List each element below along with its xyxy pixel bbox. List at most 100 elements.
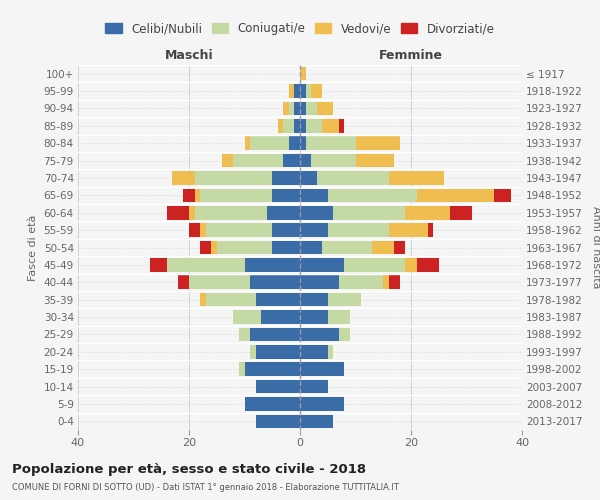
Bar (305, 102, 317, 115)
Bar (272, 240, 300, 254)
Bar (494, 188, 511, 202)
Bar (305, 84, 311, 98)
Bar (300, 224, 328, 237)
Bar (222, 154, 233, 168)
Bar (389, 171, 444, 185)
Bar (300, 310, 328, 324)
Bar (245, 136, 250, 150)
Bar (167, 206, 189, 220)
Bar (416, 188, 494, 202)
Bar (300, 67, 305, 80)
Bar (172, 171, 194, 185)
Bar (295, 102, 300, 115)
Bar (245, 362, 300, 376)
Bar (250, 276, 300, 289)
Bar (328, 345, 334, 358)
Bar (300, 362, 344, 376)
Bar (300, 119, 305, 132)
Bar (211, 240, 217, 254)
Bar (317, 102, 334, 115)
Bar (406, 206, 450, 220)
Bar (322, 240, 372, 254)
Bar (300, 380, 328, 394)
Bar (184, 188, 194, 202)
Bar (200, 293, 206, 306)
Bar (245, 258, 300, 272)
Bar (189, 276, 250, 289)
Bar (300, 397, 344, 410)
Bar (206, 224, 272, 237)
Bar (322, 119, 339, 132)
Bar (300, 171, 317, 185)
Bar (256, 380, 300, 394)
Bar (328, 224, 389, 237)
Legend: Celibi/Nubili, Coniugati/e, Vedovi/e, Divorziati/e: Celibi/Nubili, Coniugati/e, Vedovi/e, Di… (103, 20, 497, 38)
Bar (300, 240, 322, 254)
Bar (450, 206, 472, 220)
Bar (328, 310, 350, 324)
Bar (200, 224, 206, 237)
Bar (272, 171, 300, 185)
Bar (295, 84, 300, 98)
Bar (245, 397, 300, 410)
Bar (394, 240, 406, 254)
Y-axis label: Fasce di età: Fasce di età (28, 214, 38, 280)
Bar (300, 258, 344, 272)
Bar (339, 328, 350, 341)
Bar (300, 188, 328, 202)
Bar (206, 293, 256, 306)
Bar (344, 258, 406, 272)
Bar (239, 328, 250, 341)
Bar (305, 119, 322, 132)
Bar (194, 171, 272, 185)
Bar (150, 258, 167, 272)
Bar (300, 414, 334, 428)
Bar (233, 310, 261, 324)
Text: COMUNE DI FORNI DI SOTTO (UD) - Dati ISTAT 1° gennaio 2018 - Elaborazione TUTTIT: COMUNE DI FORNI DI SOTTO (UD) - Dati IST… (12, 482, 399, 492)
Bar (311, 84, 322, 98)
Bar (178, 276, 189, 289)
Bar (334, 206, 406, 220)
Bar (328, 293, 361, 306)
Bar (239, 362, 245, 376)
Bar (428, 224, 433, 237)
Bar (289, 84, 295, 98)
Bar (311, 154, 355, 168)
Bar (300, 328, 339, 341)
Bar (283, 102, 289, 115)
Bar (416, 258, 439, 272)
Bar (283, 119, 295, 132)
Bar (339, 276, 383, 289)
Bar (250, 136, 289, 150)
Bar (355, 136, 400, 150)
Bar (406, 258, 416, 272)
Bar (266, 206, 300, 220)
Bar (372, 240, 394, 254)
Bar (289, 102, 295, 115)
Bar (233, 154, 283, 168)
Bar (261, 310, 300, 324)
Bar (389, 276, 400, 289)
Bar (272, 188, 300, 202)
Y-axis label: Anni di nascita: Anni di nascita (591, 206, 600, 289)
Bar (383, 276, 389, 289)
Bar (272, 224, 300, 237)
Bar (256, 345, 300, 358)
Bar (300, 293, 328, 306)
Bar (250, 328, 300, 341)
Bar (194, 206, 266, 220)
Bar (317, 171, 389, 185)
Bar (289, 136, 300, 150)
Bar (389, 224, 428, 237)
Bar (189, 224, 200, 237)
Bar (250, 345, 256, 358)
Bar (300, 102, 305, 115)
Bar (300, 276, 339, 289)
Bar (200, 240, 211, 254)
Bar (295, 119, 300, 132)
Bar (300, 206, 334, 220)
Bar (300, 345, 328, 358)
Bar (355, 154, 394, 168)
Bar (217, 240, 272, 254)
Bar (256, 414, 300, 428)
